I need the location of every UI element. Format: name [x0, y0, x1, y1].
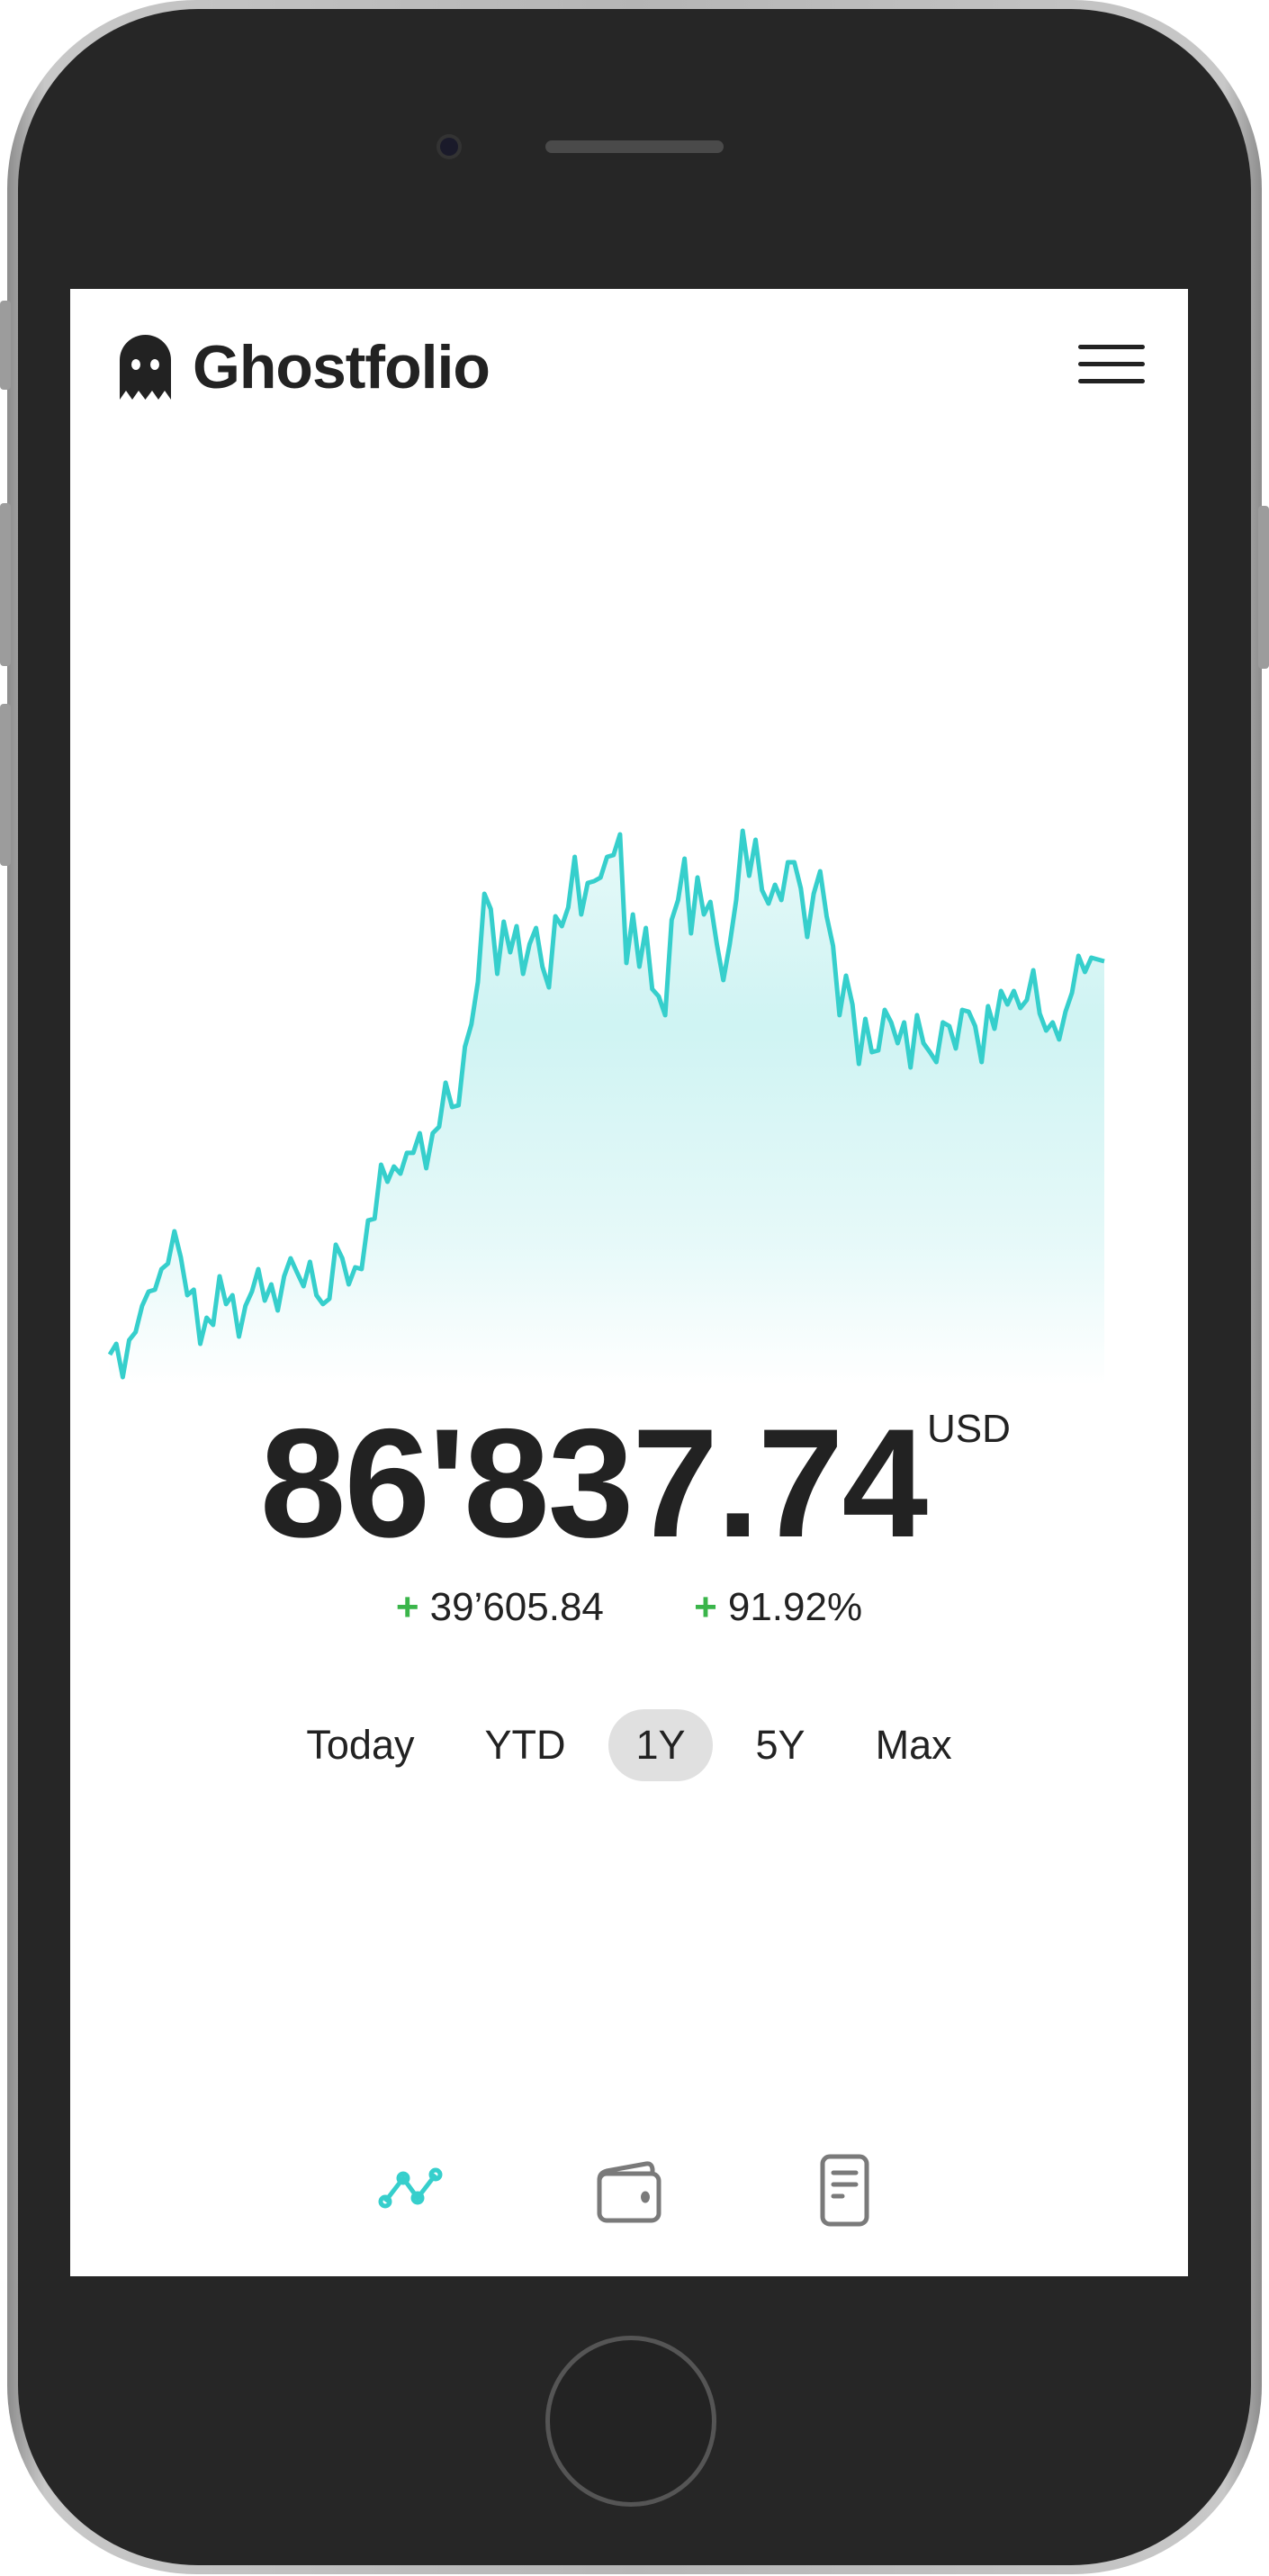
chart-series-line	[107, 828, 1105, 1380]
total-value: 86'837.74	[259, 1397, 928, 1570]
percent-change: +91.92%	[694, 1585, 862, 1630]
plus-sign: +	[694, 1585, 717, 1629]
absolute-change: +39’605.84	[396, 1585, 604, 1630]
app-title: Ghostfolio	[193, 333, 490, 401]
nav-analysis[interactable]	[369, 2148, 454, 2233]
bottom-navigation	[70, 2148, 1188, 2233]
volume-up-button	[0, 503, 11, 666]
chart-area-fill	[110, 831, 1104, 1386]
date-range-selector: Today YTD 1Y 5Y Max	[70, 1709, 1188, 1781]
range-today[interactable]: Today	[306, 1722, 415, 1768]
front-camera	[440, 138, 458, 156]
range-5y[interactable]: 5Y	[755, 1722, 806, 1768]
wallet-icon	[597, 2161, 662, 2223]
volume-down-button	[0, 704, 11, 866]
plus-sign: +	[395, 1585, 419, 1629]
currency-label: USD	[927, 1407, 1011, 1451]
earpiece-speaker	[545, 140, 724, 153]
range-max[interactable]: Max	[875, 1722, 952, 1768]
nav-portfolio[interactable]	[585, 2148, 670, 2233]
hamburger-menu-icon[interactable]	[1078, 345, 1145, 384]
absolute-change-value: 39’605.84	[429, 1585, 604, 1629]
performance-changes: +39’605.84 +91.92%	[70, 1585, 1188, 1630]
power-button	[1258, 506, 1269, 669]
analysis-chart-icon	[378, 2167, 443, 2209]
ghost-logo-icon	[120, 335, 171, 400]
percent-change-value: 91.92%	[727, 1585, 863, 1629]
portfolio-value: 86'837.74 USD	[70, 1394, 1188, 1572]
app-logo[interactable]: Ghostfolio	[120, 332, 490, 402]
mute-switch	[0, 301, 11, 390]
app-screen: Ghostfolio 86'837.74 USD +39’605.84 +91.…	[70, 289, 1188, 2276]
range-1y[interactable]: 1Y	[608, 1709, 713, 1781]
document-icon	[820, 2154, 869, 2227]
home-button[interactable]	[545, 2336, 716, 2507]
range-ytd[interactable]: YTD	[484, 1722, 566, 1768]
performance-chart	[107, 828, 1105, 1386]
nav-activities[interactable]	[802, 2148, 887, 2233]
